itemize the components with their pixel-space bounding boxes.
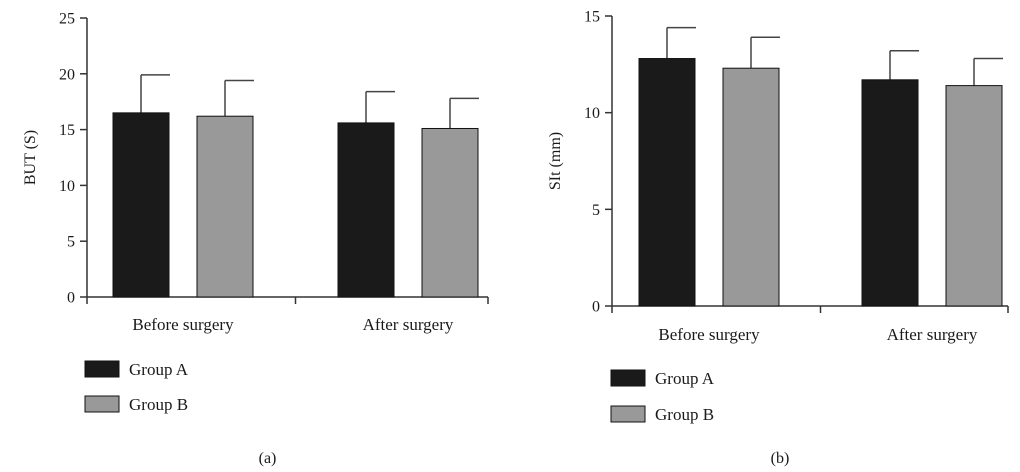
- legend-label: Group B: [655, 405, 714, 424]
- y-axis-title: SIt (mm): [547, 132, 564, 190]
- legend-swatch: [610, 405, 646, 423]
- bar: [861, 79, 919, 307]
- bar: [722, 67, 780, 307]
- legend-label: Group A: [655, 369, 715, 388]
- chart-panel-1: 0 5 10 15 Before surgery After surgery SIt (mm…: [547, 9, 1009, 467]
- panel-label: (b): [771, 450, 790, 467]
- bar: [945, 85, 1003, 307]
- legend-swatch: [84, 395, 120, 413]
- y-tick-label: 10: [584, 105, 600, 122]
- legend-label: Group A: [129, 360, 189, 379]
- bar: [196, 115, 254, 298]
- y-tick-label: 20: [59, 66, 75, 83]
- category-label: Before surgery: [658, 325, 760, 344]
- y-tick-label: 25: [59, 11, 75, 28]
- y-tick-label: 15: [59, 122, 75, 139]
- category-label: After surgery: [363, 315, 454, 334]
- y-tick-label: 5: [67, 234, 75, 251]
- category-label: After surgery: [887, 325, 978, 344]
- legend-swatch: [610, 369, 646, 387]
- y-tick-label: 10: [59, 178, 75, 195]
- legend-swatch: [84, 360, 120, 378]
- bar: [337, 122, 395, 298]
- y-tick-label: 15: [584, 9, 600, 26]
- y-tick-label: 5: [592, 202, 600, 219]
- y-tick-label: 0: [592, 299, 600, 316]
- bar: [421, 127, 479, 298]
- y-tick-label: 0: [67, 290, 75, 307]
- bar: [112, 112, 170, 298]
- legend-label: Group B: [129, 395, 188, 414]
- chart-panel-0: 0 5 10 15 20 25 Before surgery After surgery BUT…: [22, 11, 489, 467]
- category-label: Before surgery: [132, 315, 234, 334]
- panel-label: (a): [259, 450, 277, 467]
- bar: [638, 58, 696, 307]
- y-axis-title: BUT (S): [22, 130, 39, 185]
